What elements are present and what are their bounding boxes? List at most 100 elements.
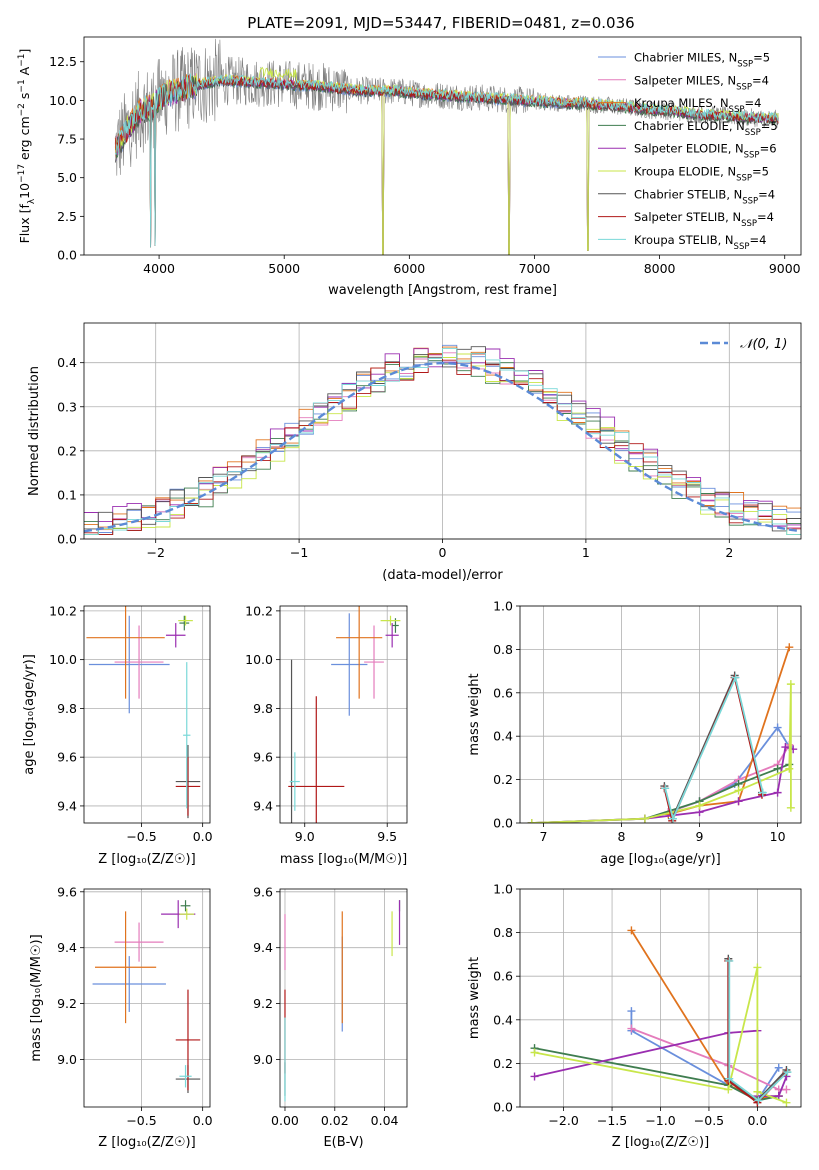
legend-entry-subscript: SSP [737, 60, 753, 70]
mass-weight-line-kroupa_stelib [664, 674, 764, 822]
y-tick-label: 10.0 [49, 652, 77, 667]
mass-weight-marker-kroupa_elodie [724, 1085, 733, 1094]
x-tick-label: 9.0 [295, 829, 315, 844]
y-tick-label: 0.1 [57, 487, 77, 502]
plot-area [92, 900, 201, 1094]
y-axis-label-part: ] [17, 49, 32, 54]
panels: 4000 5000 6000 7000 8000 90000.02.55.07.510.0… [17, 36, 802, 1150]
x-tick-label: 7 [539, 829, 547, 844]
mass-weight-marker-kroupa_stelib [758, 788, 767, 797]
mass-weight-marker-kroupa_elodie [695, 801, 704, 810]
mass-weight-marker-kroupa_miles [627, 926, 636, 935]
mass-weight-marker-kroupa_elodie [786, 680, 795, 689]
legend-entry-suffix: =5 [752, 165, 769, 179]
legend-entry-suffix: =4 [757, 210, 774, 224]
x-tick-label: 7000 [519, 261, 551, 276]
y-axis-label-part: erg cm [17, 116, 32, 164]
legend-entry-prefix: Chabrier MILES, N [634, 51, 737, 65]
x-tick-label: 0.02 [321, 1113, 349, 1128]
y-axis-label-part: −17 [17, 164, 27, 183]
x-tick-label: 5000 [268, 261, 300, 276]
x-tick-label: 0 [439, 545, 447, 560]
axes-frame [279, 888, 408, 1108]
y-tick-label: 0.6 [493, 969, 513, 984]
x-axis-label: mass [log₁₀(M/M☉)] [280, 852, 407, 867]
legend-entry-prefix: Kroupa MILES, N [634, 96, 729, 110]
mass-weight-marker-kroupa_elodie [753, 1087, 762, 1096]
y-tick-label: 9.2 [57, 996, 77, 1011]
y-axis-label-part: −1 [17, 54, 27, 67]
y-tick-label: 9.6 [57, 884, 77, 899]
mass-weight-marker-kroupa_stelib [668, 814, 677, 823]
mass-weight-marker-kroupa_elodie [786, 803, 795, 812]
mass-weight-marker-kroupa_elodie [640, 814, 649, 823]
legend-entry-prefix: Kroupa STELIB, N [634, 233, 734, 247]
y-axis-label: mass weight [467, 957, 482, 1039]
x-axis-label: Z [log₁₀(Z/Z☉)] [98, 1135, 195, 1150]
legend-entry-prefix: Salpeter STELIB, N [634, 210, 741, 224]
mass-weight-line-kroupa_stelib [728, 960, 789, 1102]
y-axis-label: Flux [fλ10−17 erg cm−2 s−1 A−1] [17, 49, 37, 244]
legend-entry-chabrier_elodie: Chabrier ELODIE, NSSP=5 [634, 119, 778, 138]
plot-area [527, 643, 798, 823]
x-axis-label: E(B-V) [323, 1135, 363, 1150]
legend-entry-chabrier_stelib: Chabrier STELIB, NSSP=4 [634, 187, 775, 206]
y-tick-label: 1.0 [493, 882, 513, 897]
panel-mass_vs_z: −0.5 0.0 9.0 9.2 9.4 9.6 Z [log₁₀(Z/Z☉)] mass [… [29, 884, 213, 1150]
axes-frame [83, 36, 802, 256]
y-axis-label-part: Flux [f [17, 204, 32, 244]
mass-weight-marker-salpeter_elodie [734, 797, 743, 806]
y-tick-label: 10.2 [49, 603, 77, 618]
normal-distribution-curve [84, 361, 799, 533]
y-tick-label: 0.6 [493, 685, 513, 700]
panel-age_vs_z: −0.5 0.0 9.4 9.6 9.8 10.0 10.2 Z [log₁₀(Z/Z☉)] a… [22, 603, 213, 867]
mass-weight-marker-kroupa_elodie [753, 963, 762, 972]
y-axis-label: mass weight [467, 673, 482, 755]
y-axis-label-part: −2 [17, 103, 27, 116]
axes-frame [83, 888, 211, 1108]
legend-entry-suffix: =5 [753, 51, 770, 65]
y-tick-label: 0.8 [493, 642, 513, 657]
y-tick-label: 0.4 [493, 729, 513, 744]
mass-weight-marker-salpeter_miles [782, 1085, 791, 1094]
panel-mass_weight_vs_z: −2.0 −1.5 −1.0 −0.5 0.0 0.0 0.2 0.4 0.6 0.8 1.0 Z [… [467, 882, 802, 1150]
mass-weight-marker-kroupa_stelib [661, 784, 670, 793]
legend-entry-subscript: SSP [734, 242, 750, 252]
y-tick-label: 9.8 [57, 701, 77, 716]
histogram-kroupa_stelib [84, 347, 801, 536]
legend-entry-subscript: SSP [744, 151, 760, 161]
axes-frame [279, 605, 408, 824]
x-tick-label: 6000 [393, 261, 425, 276]
legend-entry-chabrier_miles: Chabrier MILES, NSSP=5 [634, 51, 770, 70]
x-tick-label: −0.5 [126, 829, 156, 844]
x-tick-label: −1 [290, 545, 308, 560]
legend-entry-subscript: SSP [745, 128, 761, 138]
model-spectrum-line-salpeter_stelib [114, 74, 779, 248]
y-tick-label: 0.3 [57, 399, 77, 414]
legend-entry-subscript: SSP [742, 196, 758, 206]
legend-entry-subscript: SSP [736, 174, 752, 184]
x-tick-label: 0.00 [271, 1113, 299, 1128]
model-spectrum-line-salpeter_miles [114, 73, 589, 255]
y-tick-label: 0.8 [493, 925, 513, 940]
mass-weight-marker-salpeter_elodie [530, 1072, 539, 1081]
y-tick-label: 0.2 [57, 443, 77, 458]
observed-spectrum-line [115, 38, 779, 176]
x-tick-label: 4000 [143, 261, 175, 276]
mass-weight-marker-salpeter_miles [627, 1024, 636, 1033]
x-axis-label: (data-model)/error [382, 568, 503, 583]
y-tick-label: 9.0 [57, 1052, 77, 1067]
x-tick-label: −2 [146, 545, 164, 560]
legend-entry-subscript: SSP [741, 219, 757, 229]
legend-entry-subscript: SSP [736, 82, 752, 92]
x-tick-label: 10 [770, 829, 786, 844]
legend-entry-prefix: Chabrier ELODIE, N [634, 119, 745, 133]
plot-area [84, 344, 801, 536]
mass-weight-marker-chabrier_elodie [773, 764, 782, 773]
x-tick-label: −1.5 [597, 1113, 627, 1128]
x-tick-label: 8 [617, 829, 625, 844]
y-tick-label: 9.4 [57, 798, 77, 813]
x-tick-label: −0.5 [126, 1113, 156, 1128]
y-tick-label: 5.0 [57, 170, 77, 185]
